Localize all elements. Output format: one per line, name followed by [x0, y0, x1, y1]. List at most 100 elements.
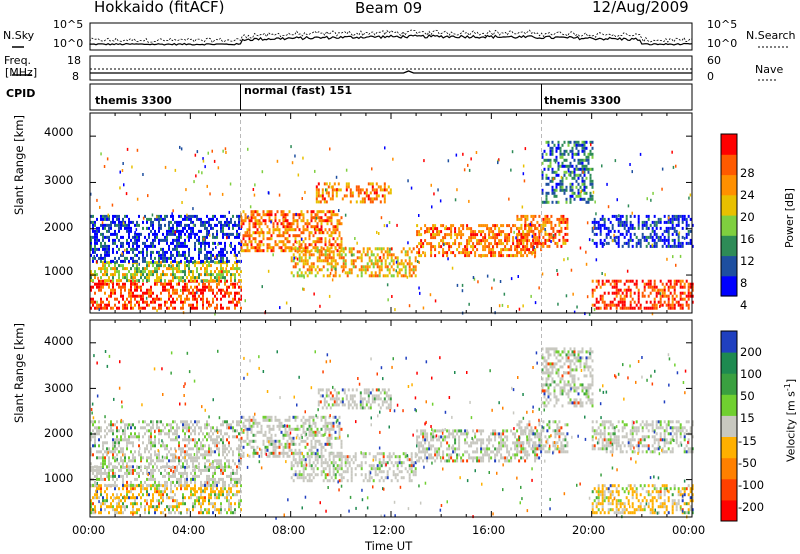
- range-gate-cell: [516, 214, 519, 218]
- range-gate-cell: [216, 429, 218, 433]
- range-gate-cell: [446, 233, 449, 237]
- range-gate-cell: [132, 282, 134, 286]
- range-gate-cell: [621, 214, 624, 218]
- range-gate-cell: [188, 217, 190, 221]
- range-gate-cell: [623, 303, 626, 307]
- range-gate-cell: [274, 216, 277, 220]
- range-gate-cell: [92, 511, 94, 515]
- range-gate-cell: [545, 197, 548, 201]
- range-gate-cell: [661, 232, 664, 236]
- range-gate-cell: [164, 250, 166, 254]
- range-gate-cell: [687, 303, 690, 307]
- speckle: [135, 228, 138, 232]
- range-gate-cell: [506, 248, 509, 252]
- range-gate-cell: [474, 254, 477, 258]
- range-gate-cell: [657, 235, 660, 239]
- range-gate-cell: [677, 241, 680, 245]
- range-gate-cell: [128, 279, 130, 283]
- cpid-box: [89, 83, 693, 111]
- range-gate-cell: [611, 303, 614, 307]
- range-gate-cell: [206, 511, 208, 515]
- range-gate-cell: [146, 468, 148, 472]
- range-gate-cell: [108, 505, 110, 509]
- speckle: [333, 266, 336, 270]
- range-gate-cell: [124, 453, 126, 457]
- speckle: [209, 192, 211, 196]
- range-gate-cell: [486, 224, 489, 228]
- range-gate-cell: [120, 253, 122, 257]
- range-gate-cell: [176, 282, 178, 286]
- range-gate-cell: [396, 274, 399, 278]
- range-gate-cell: [206, 474, 208, 478]
- range-gate-cell: [386, 253, 389, 257]
- range-gate-cell: [198, 426, 200, 430]
- range-gate-cell: [114, 480, 116, 484]
- range-gate-cell: [136, 496, 138, 500]
- range-gate-cell: [90, 214, 92, 218]
- range-gate-cell: [234, 267, 236, 271]
- range-gate-cell: [106, 261, 108, 265]
- range-gate-cell: [178, 253, 180, 257]
- range-gate-cell: [534, 248, 537, 252]
- range-gate-cell: [156, 267, 158, 271]
- range-gate-cell: [218, 508, 220, 512]
- range-gate-cell: [500, 230, 503, 234]
- range-gate-cell: [138, 435, 140, 439]
- range-gate-cell: [236, 270, 238, 274]
- range-gate-cell: [108, 279, 110, 283]
- range-gate-cell: [196, 465, 198, 469]
- range-gate-cell: [689, 294, 692, 298]
- range-gate-cell: [526, 254, 529, 258]
- range-gate-cell: [186, 511, 188, 515]
- range-gate-cell: [120, 259, 122, 263]
- speckle: [304, 190, 306, 194]
- range-gate-cell: [146, 493, 148, 497]
- range-gate-cell: [240, 225, 243, 229]
- range-gate-cell: [655, 291, 658, 295]
- range-gate-cell: [248, 228, 251, 232]
- range-gate-cell: [110, 483, 112, 487]
- range-gate-cell: [172, 426, 174, 430]
- range-gate-cell: [160, 226, 162, 230]
- range-gate-cell: [661, 291, 664, 295]
- range-gate-cell: [158, 223, 160, 227]
- speckle: [291, 161, 294, 165]
- range-gate-cell: [204, 426, 206, 430]
- range-gate-cell: [154, 279, 156, 283]
- range-gate-cell: [122, 303, 124, 307]
- range-gate-cell: [156, 270, 158, 274]
- range-gate-cell: [180, 447, 182, 451]
- range-gate-cell: [408, 259, 411, 263]
- range-gate-cell: [190, 456, 192, 460]
- range-gate-cell: [324, 259, 327, 263]
- range-gate-cell: [351, 191, 354, 195]
- range-gate-cell: [212, 462, 214, 466]
- range-gate-cell: [164, 456, 166, 460]
- range-gate-cell: [172, 456, 174, 460]
- range-gate-cell: [210, 303, 212, 307]
- range-gate-cell: [671, 285, 674, 289]
- range-gate-cell: [146, 220, 148, 224]
- range-gate-cell: [689, 282, 692, 286]
- range-gate-cell: [214, 241, 216, 245]
- range-gate-cell: [659, 294, 662, 298]
- range-gate-cell: [180, 471, 182, 475]
- range-gate-cell: [170, 459, 172, 463]
- range-gate-cell: [534, 214, 537, 218]
- speckle: [407, 241, 409, 245]
- speckle: [162, 264, 165, 268]
- range-gate-cell: [595, 300, 598, 304]
- range-gate-cell: [112, 456, 114, 460]
- range-gate-cell: [202, 279, 204, 283]
- speckle: [240, 212, 242, 216]
- range-gate-cell: [106, 247, 108, 251]
- cpid-segment-1: themis 3300: [95, 94, 172, 107]
- speckle: [672, 165, 675, 169]
- range-gate-cell: [524, 238, 527, 242]
- range-gate-cell: [556, 217, 559, 221]
- range-gate-cell: [202, 511, 204, 515]
- range-gate-cell: [677, 214, 680, 218]
- speckle: [303, 287, 305, 291]
- range-gate-cell: [126, 276, 128, 280]
- range-gate-cell: [212, 474, 214, 478]
